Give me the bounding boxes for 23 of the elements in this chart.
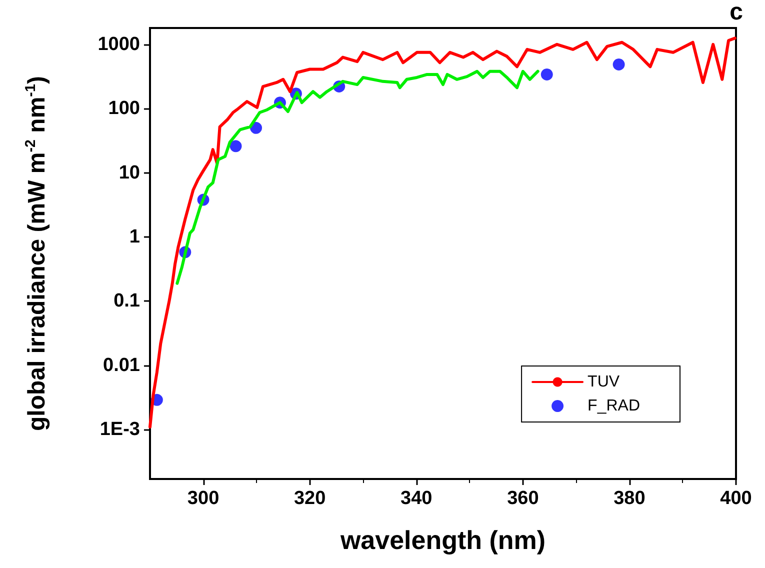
point — [612, 58, 625, 70]
y-tick-label: 1000 — [98, 34, 140, 55]
y-tick-label: 1 — [129, 226, 140, 248]
y-tick-label: 0.1 — [114, 290, 140, 312]
point — [230, 140, 242, 152]
y-axis-title: global irradiance (mW m-2 nm-1) — [23, 76, 50, 431]
legend-label: F_RAD — [588, 398, 640, 414]
x-tick-label: 380 — [614, 488, 646, 509]
x-tick-label: 400 — [720, 488, 752, 509]
line-series — [148, 36, 736, 428]
legend-label: TUV — [588, 374, 620, 390]
y-tick-label: 0.01 — [103, 354, 140, 376]
x-tick-label: 300 — [187, 488, 220, 509]
x-tick-label: 360 — [507, 488, 539, 509]
x-axis-title: wavelength (nm) — [339, 525, 546, 555]
x-tick-label: 320 — [294, 488, 326, 509]
y-tick-label: 1E-3 — [100, 419, 140, 440]
x-tick-label: 340 — [400, 488, 432, 509]
y-tick-label: 10 — [118, 162, 140, 184]
point — [540, 68, 553, 80]
y-tick-label: 100 — [108, 98, 140, 120]
text: c — [730, 0, 744, 26]
line-series — [176, 70, 540, 285]
